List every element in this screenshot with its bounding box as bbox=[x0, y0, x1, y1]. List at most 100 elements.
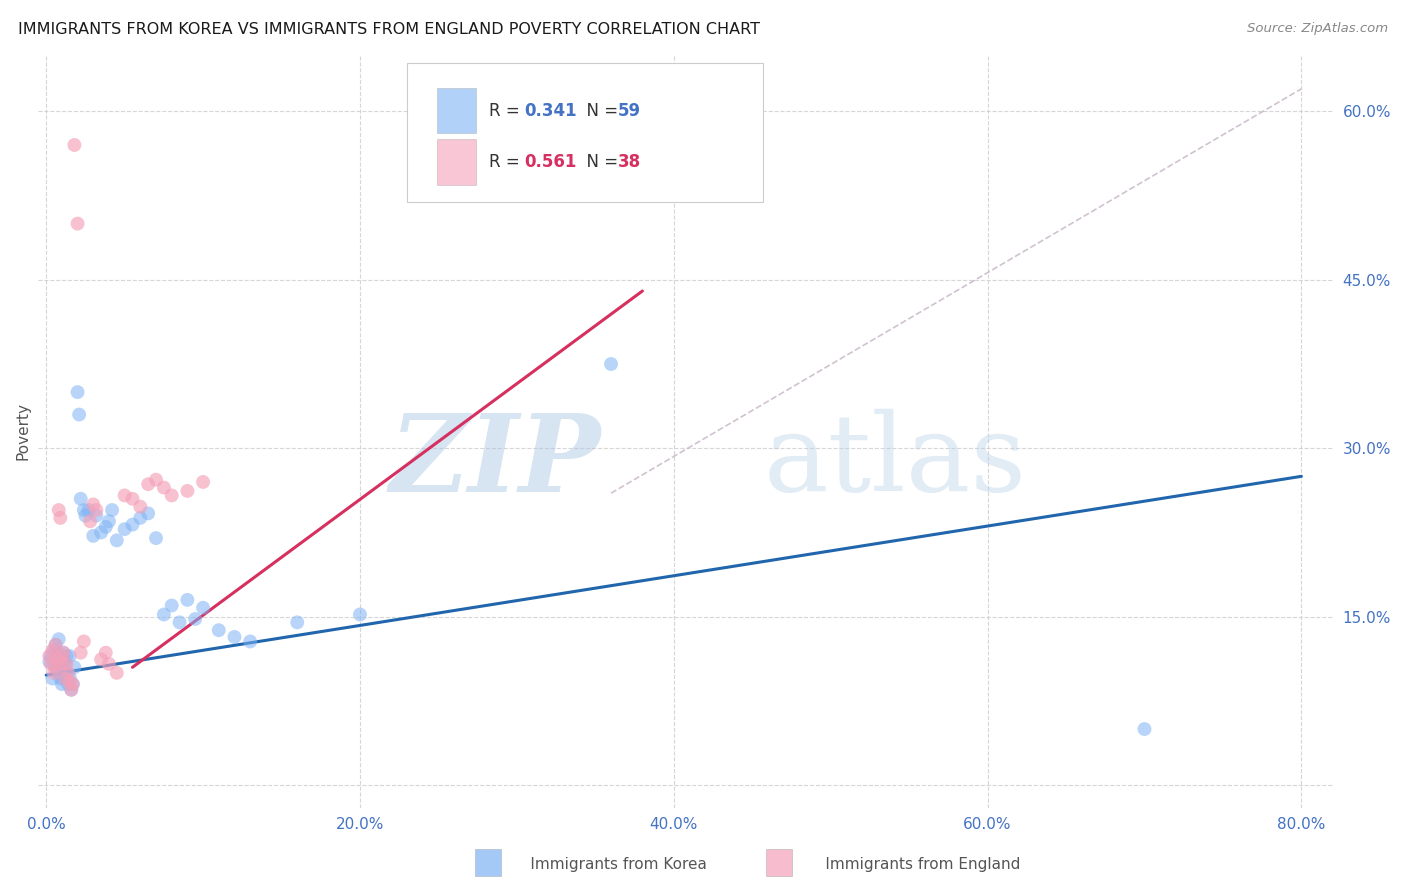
Point bbox=[60, 682, 83, 697]
Point bbox=[191, 600, 214, 615]
Point bbox=[49, 511, 72, 525]
Point bbox=[49, 672, 72, 686]
Point bbox=[51, 657, 73, 671]
Point bbox=[73, 503, 96, 517]
Point bbox=[42, 643, 65, 657]
Point bbox=[97, 514, 120, 528]
Point bbox=[52, 646, 75, 660]
Point bbox=[55, 657, 77, 671]
FancyBboxPatch shape bbox=[437, 139, 475, 185]
Point bbox=[62, 677, 84, 691]
Point bbox=[53, 657, 76, 671]
Point bbox=[129, 500, 152, 514]
Point bbox=[75, 508, 97, 523]
Point bbox=[94, 646, 117, 660]
Point bbox=[66, 217, 89, 231]
Text: R =: R = bbox=[489, 102, 524, 120]
Point bbox=[285, 615, 308, 630]
Point bbox=[53, 672, 76, 686]
Y-axis label: Poverty: Poverty bbox=[15, 402, 30, 460]
Text: atlas: atlas bbox=[763, 409, 1026, 514]
Point bbox=[51, 648, 73, 663]
Point bbox=[52, 652, 75, 666]
Point bbox=[129, 511, 152, 525]
Point bbox=[56, 677, 79, 691]
Point bbox=[45, 638, 67, 652]
Point bbox=[160, 488, 183, 502]
Point bbox=[46, 652, 69, 666]
Point bbox=[191, 475, 214, 489]
Point bbox=[176, 593, 198, 607]
Point bbox=[63, 138, 86, 153]
Point bbox=[105, 665, 128, 680]
Point bbox=[59, 670, 82, 684]
Point bbox=[73, 634, 96, 648]
Point bbox=[48, 632, 70, 647]
Point bbox=[49, 657, 72, 671]
Point bbox=[55, 648, 77, 663]
Point bbox=[114, 488, 136, 502]
Point bbox=[101, 503, 124, 517]
Point bbox=[97, 657, 120, 671]
Point bbox=[67, 408, 90, 422]
Text: 0.561: 0.561 bbox=[524, 153, 576, 171]
Point bbox=[145, 531, 167, 545]
Point bbox=[136, 477, 159, 491]
Point bbox=[45, 660, 67, 674]
Text: N =: N = bbox=[575, 153, 623, 171]
Point bbox=[184, 612, 207, 626]
Point bbox=[51, 660, 73, 674]
Point bbox=[208, 624, 231, 638]
Point bbox=[60, 682, 83, 697]
Point bbox=[90, 652, 112, 666]
Text: 0.341: 0.341 bbox=[524, 102, 576, 120]
Point bbox=[63, 660, 86, 674]
Point bbox=[45, 660, 67, 674]
Point bbox=[169, 615, 191, 630]
Point bbox=[51, 648, 73, 663]
Text: ZIP: ZIP bbox=[389, 409, 602, 515]
Point bbox=[600, 357, 623, 371]
Point bbox=[77, 503, 100, 517]
Point bbox=[66, 385, 89, 400]
Point bbox=[69, 491, 91, 506]
Point bbox=[153, 481, 176, 495]
Point bbox=[39, 657, 62, 671]
Point bbox=[114, 522, 136, 536]
Point bbox=[41, 643, 63, 657]
Point bbox=[136, 507, 159, 521]
Point bbox=[55, 665, 77, 680]
Point bbox=[79, 514, 101, 528]
Text: IMMIGRANTS FROM KOREA VS IMMIGRANTS FROM ENGLAND POVERTY CORRELATION CHART: IMMIGRANTS FROM KOREA VS IMMIGRANTS FROM… bbox=[18, 22, 761, 37]
Point bbox=[41, 672, 63, 686]
Text: Immigrants from Korea: Immigrants from Korea bbox=[506, 857, 707, 872]
Point bbox=[82, 529, 104, 543]
Point bbox=[176, 483, 198, 498]
Point bbox=[59, 648, 82, 663]
Point bbox=[39, 648, 62, 663]
Point bbox=[145, 473, 167, 487]
Point bbox=[153, 607, 176, 622]
Point bbox=[56, 665, 79, 680]
Point bbox=[51, 677, 73, 691]
Point bbox=[53, 672, 76, 686]
Point bbox=[1133, 722, 1156, 736]
Point bbox=[160, 599, 183, 613]
Point bbox=[48, 503, 70, 517]
Point bbox=[224, 630, 246, 644]
Point bbox=[46, 646, 69, 660]
Point bbox=[38, 648, 60, 663]
Point bbox=[86, 508, 108, 523]
FancyBboxPatch shape bbox=[437, 88, 475, 134]
Point bbox=[82, 497, 104, 511]
Point bbox=[349, 607, 371, 622]
Text: 38: 38 bbox=[619, 153, 641, 171]
Point bbox=[94, 520, 117, 534]
Point bbox=[38, 655, 60, 669]
Point bbox=[86, 503, 108, 517]
Text: R =: R = bbox=[489, 153, 524, 171]
Text: 59: 59 bbox=[619, 102, 641, 120]
Point bbox=[62, 677, 84, 691]
Text: Source: ZipAtlas.com: Source: ZipAtlas.com bbox=[1247, 22, 1388, 36]
FancyBboxPatch shape bbox=[408, 62, 763, 202]
